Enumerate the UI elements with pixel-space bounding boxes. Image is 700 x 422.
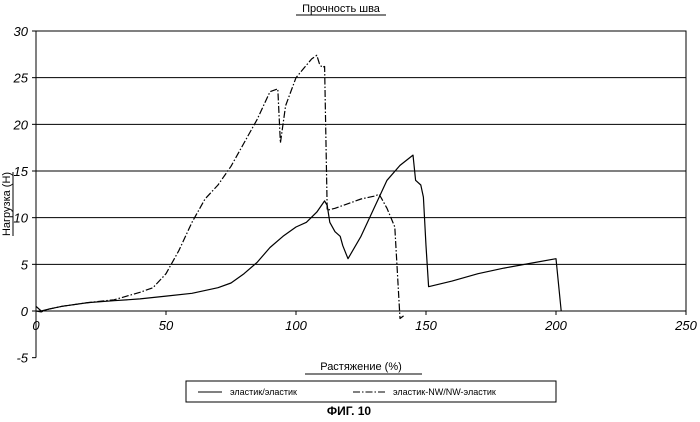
y-tick-label-25: 25 xyxy=(13,71,29,86)
x-axis-title: Растяжение (%) xyxy=(320,361,402,373)
x-tick-label-50: 50 xyxy=(159,318,174,333)
x-tick-label-250: 250 xyxy=(674,318,697,333)
y-tick-label-neg5: -5 xyxy=(16,351,28,366)
legend-label-solid: эластик/эластик xyxy=(230,387,297,397)
x-tick-label-100: 100 xyxy=(285,318,307,333)
y-tick-label-5: 5 xyxy=(21,257,29,272)
series-line-dashdot xyxy=(36,55,405,318)
y-tick-label-15: 15 xyxy=(14,164,29,179)
axes xyxy=(32,31,686,358)
y-tick-label-30: 30 xyxy=(14,24,29,39)
figure-caption: ФИГ. 10 xyxy=(327,404,372,418)
series-lines xyxy=(36,55,561,318)
x-tick-label-200: 200 xyxy=(544,318,567,333)
series-line-solid xyxy=(36,155,561,311)
legend-label-dashdot: эластик-NW/NW-эластик xyxy=(393,387,496,397)
y-tick-label-20: 20 xyxy=(13,117,29,132)
y-axis-title: Нагрузка (Н) xyxy=(1,172,13,236)
x-tick-label-0: 0 xyxy=(32,318,40,333)
y-tick-label-10: 10 xyxy=(14,211,29,226)
legend: эластик/эластик эластик-NW/NW-эластик xyxy=(186,381,556,402)
y-tick-label-0: 0 xyxy=(21,304,29,319)
chart-title: Прочность шва xyxy=(302,3,381,15)
tick-labels: 302520151050-5050100150200250 xyxy=(13,24,698,366)
x-tick-label-150: 150 xyxy=(415,318,437,333)
